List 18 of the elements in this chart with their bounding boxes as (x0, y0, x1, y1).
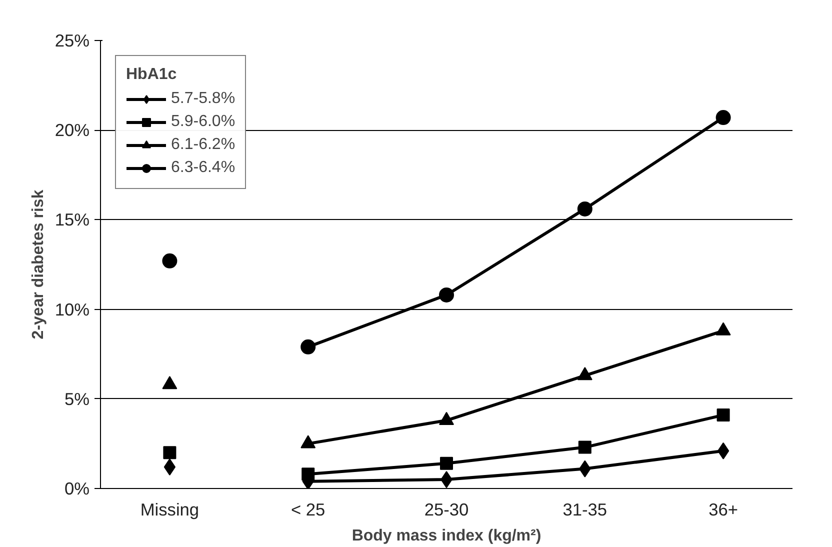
y-axis-title: 2-year diabetes risk (30, 190, 47, 340)
legend-title: HbA1c (126, 66, 178, 84)
legend-label: 6.1-6.2% (171, 136, 236, 154)
legend-label: 5.7-5.8% (171, 90, 236, 108)
y-tick-label: 5% (64, 388, 90, 409)
legend-label: 5.9-6.0% (171, 113, 236, 131)
x-tick-label: 25-30 (424, 500, 469, 520)
x-axis-title: Body mass index (kg/m²) (352, 528, 542, 544)
y-tick-label: 0% (64, 478, 90, 498)
x-tick-label: Missing (140, 500, 200, 520)
legend-label: 6.3-6.4% (171, 159, 236, 177)
x-tick-label: 36+ (708, 500, 738, 520)
x-tick-label: < 25 (290, 500, 326, 520)
x-tick-label: 31-35 (562, 500, 608, 520)
y-tick-label: 20% (54, 120, 90, 140)
y-tick-label: 10% (54, 299, 90, 320)
y-tick-label: 15% (54, 210, 90, 230)
y-tick-label: 25% (54, 30, 90, 50)
